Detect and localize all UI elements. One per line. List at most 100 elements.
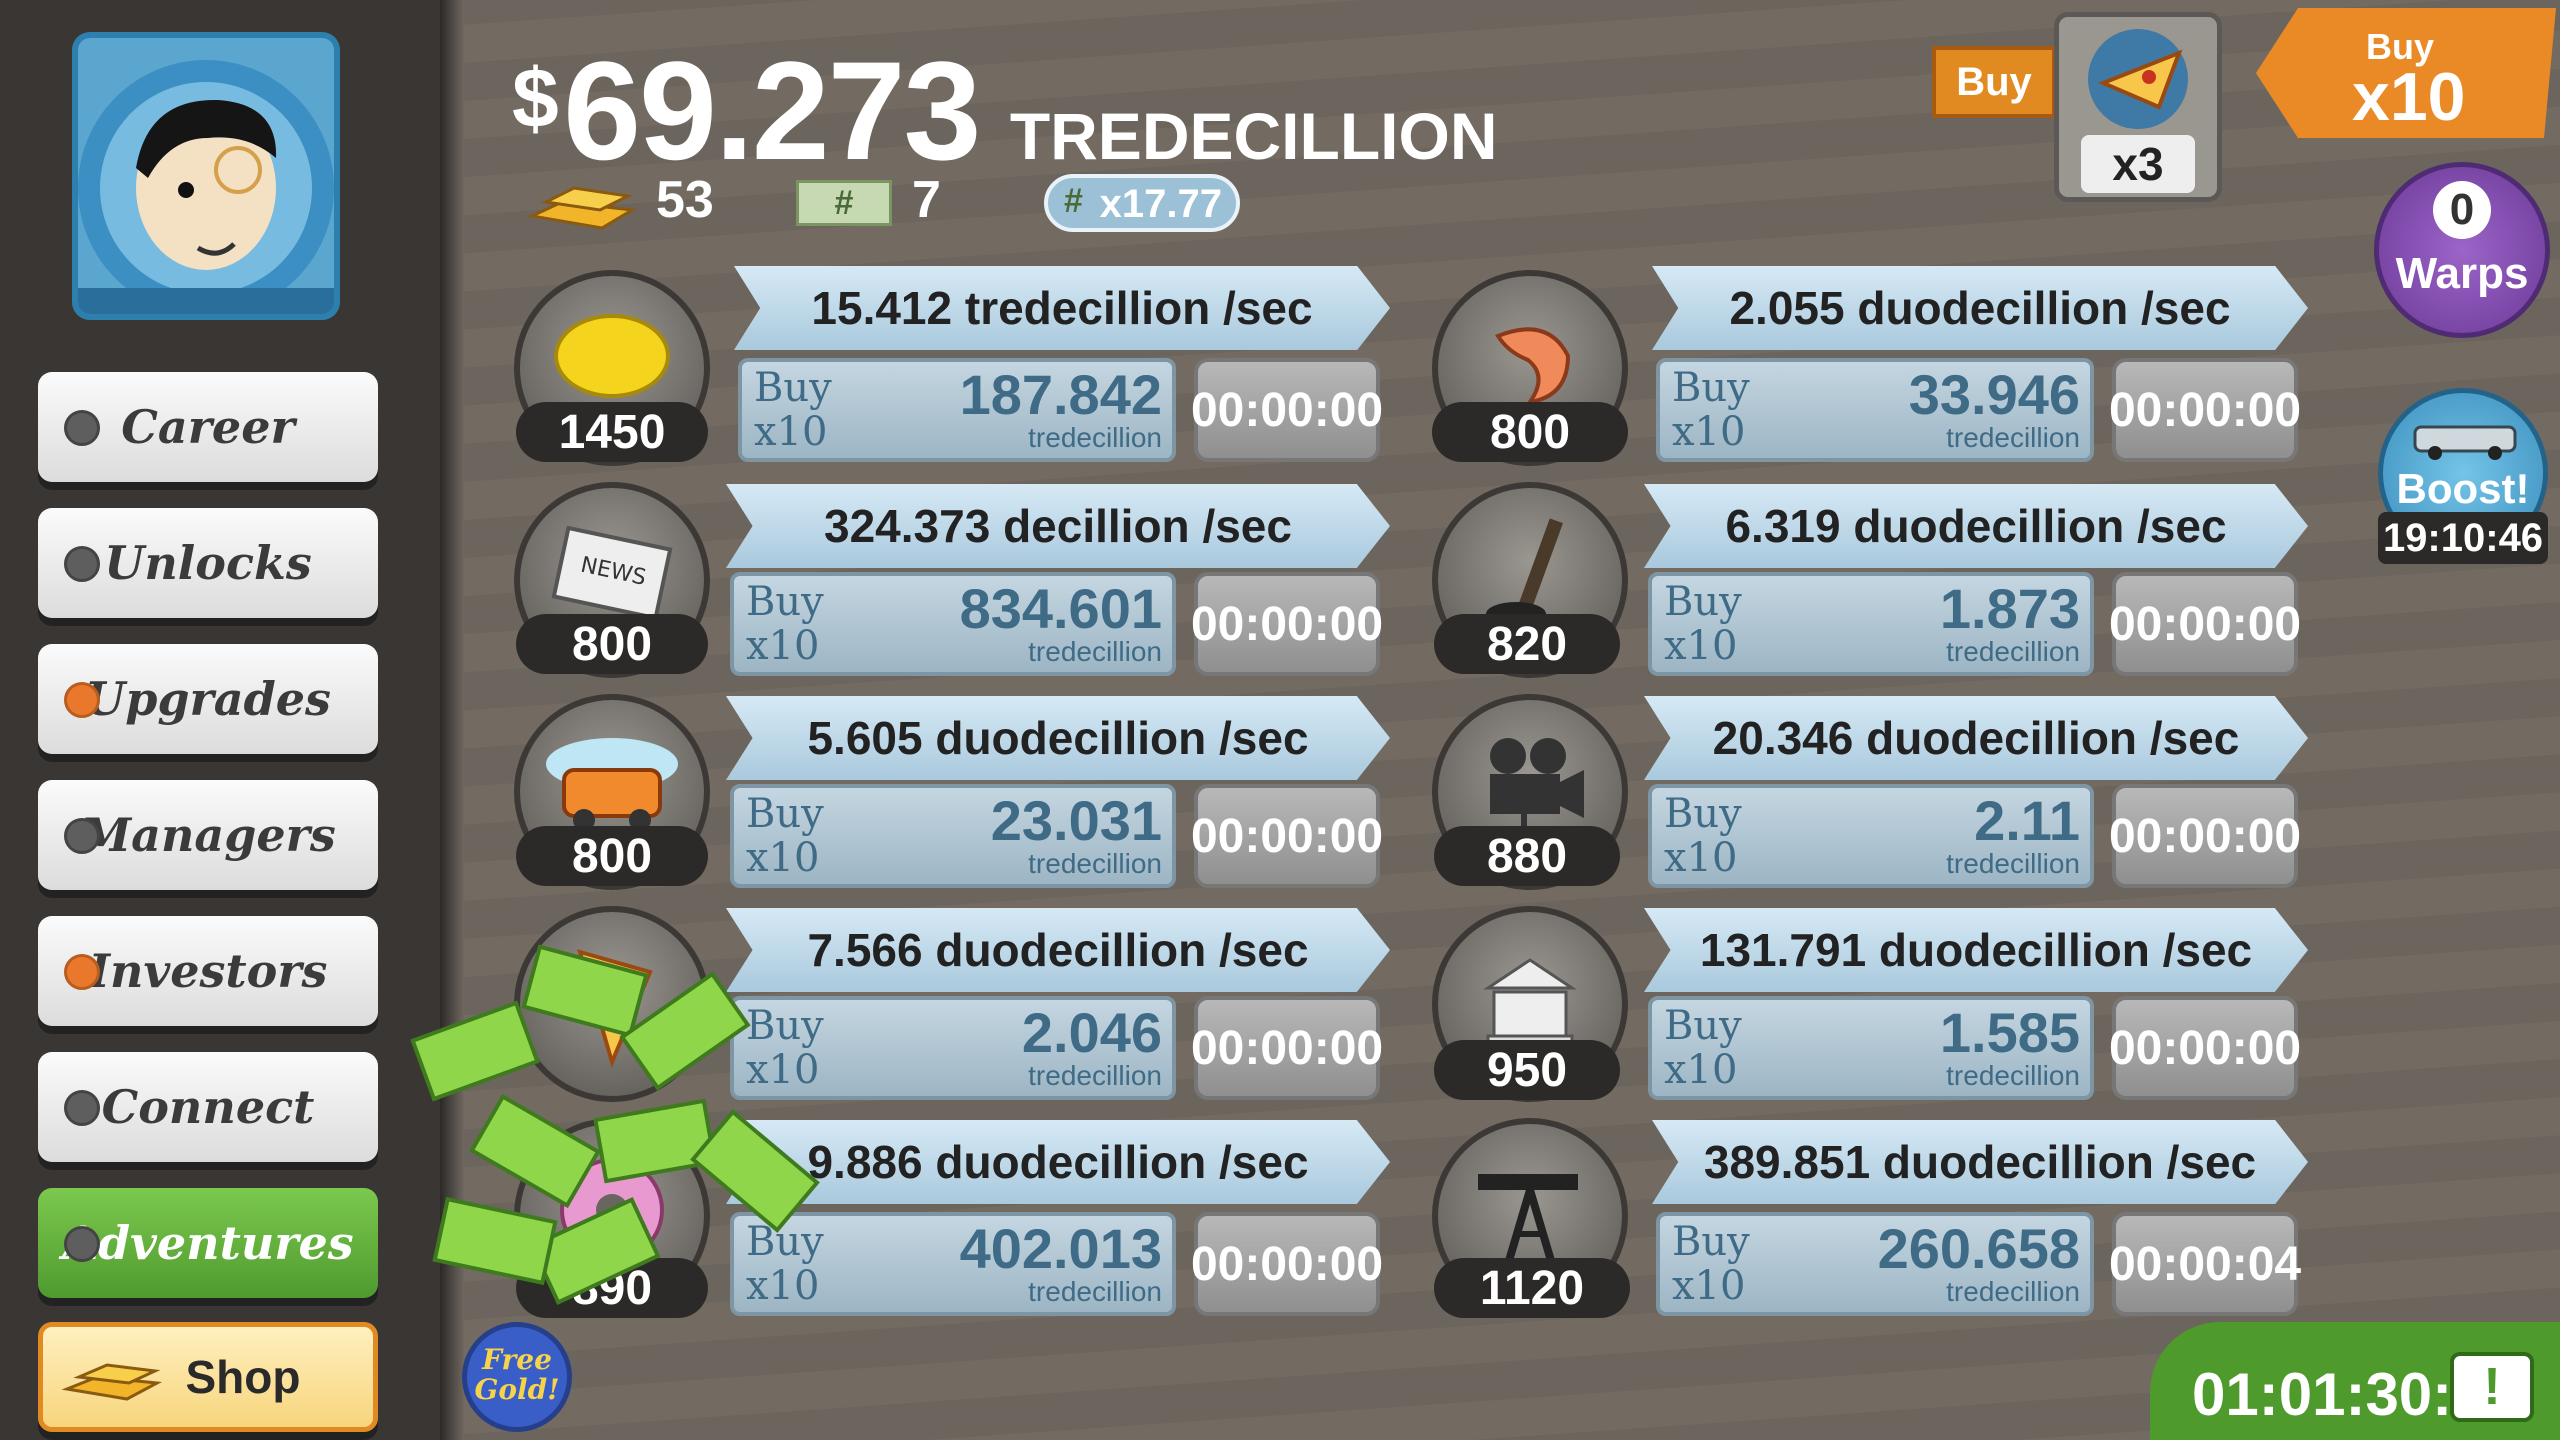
nav-upgrades-label: Upgrades [85, 672, 331, 726]
buy-x10-button[interactable]: Buy x10 260.658 tredecillion [1656, 1212, 2094, 1316]
warps-label: Warps [2395, 249, 2529, 298]
buy-button[interactable]: Buy [1932, 46, 2056, 118]
buy-x10-button[interactable]: Buy x10 187.842 tredecillion [738, 358, 1176, 462]
buy-cost-unit: tredecillion [1028, 848, 1162, 879]
shrimp-icon [1495, 327, 1571, 405]
buy-multiplier-tag[interactable]: Buy x10 [2256, 8, 2556, 138]
car-wash-icon [546, 738, 678, 831]
currency-symbol: $ [512, 51, 559, 145]
nav-career-button[interactable]: Career [38, 372, 378, 482]
money-display: $ 69.273 TREDECILLION [512, 30, 1497, 192]
lemon-icon [554, 314, 670, 398]
oil-rig-icon [1478, 1174, 1578, 1266]
astronaut-avatar-icon [78, 60, 334, 314]
time-machine-car-icon [2413, 425, 2517, 460]
business-rate: 15.412 tredecillion /sec [734, 266, 1390, 350]
connect-badge-dot [64, 1090, 100, 1126]
business-count: 880 [1434, 826, 1620, 886]
warps-button[interactable]: 0 Warps [2374, 162, 2550, 338]
buy-cost-unit: tredecillion [1946, 422, 2080, 453]
business-timer: 00:00:04 [2109, 1212, 2301, 1316]
buy-x10-button[interactable]: Buy x10 1.873 tredecillion [1648, 572, 2094, 676]
upgrades-badge-dot [64, 682, 100, 718]
pizza-icon [2088, 29, 2188, 129]
buy-x-bottom: x10 [2352, 59, 2466, 135]
money-unit: TREDECILLION [1009, 99, 1498, 173]
buy-x10-button[interactable]: Buy x10 33.946 tredecillion [1656, 358, 2094, 462]
business-rate: 9.886 duodecillion /sec [726, 1120, 1390, 1204]
buy-x10-button[interactable]: Buy x10 2.11 tredecillion [1648, 784, 2094, 888]
buy-cost: 1.873 [1939, 577, 2080, 640]
buy-cost: 2.11 [1974, 789, 2080, 852]
adventure-timer-panel[interactable]: 01:01:30:2 ! [2150, 1322, 2560, 1440]
megabucks-icon: # [796, 180, 892, 226]
buy-cost: 260.658 [1877, 1217, 2080, 1280]
nav-upgrades-button[interactable]: Upgrades [38, 644, 378, 754]
megabucks-mini-icon: # [1064, 182, 1083, 220]
buy-x10-button[interactable]: Buy x10 23.031 tredecillion [730, 784, 1176, 888]
buy-x-top: Buy [2366, 26, 2435, 67]
boost-timer: 19:10:46 [2378, 512, 2548, 564]
buy-label: Buy x10 [746, 1003, 824, 1093]
buy-cost: 1.585 [1939, 1001, 2080, 1064]
business-rate: 20.346 duodecillion /sec [1644, 696, 2308, 780]
nav-career-label: Career [121, 400, 295, 454]
buy-cost-unit: tredecillion [1028, 636, 1162, 667]
business-timer: 00:00:00 [1191, 784, 1383, 888]
investors-badge-dot [64, 954, 100, 990]
buy-label: Buy x10 [1672, 1219, 1750, 1309]
newspaper-icon: NEWS [551, 525, 673, 621]
business-timer: 00:00:00 [1191, 996, 1383, 1100]
cash-burst-icon [410, 944, 820, 1305]
buy-x10-button[interactable]: Buy x10 2.046 tredecillion [730, 996, 1176, 1100]
business-timer: 00:00:00 [1191, 358, 1383, 462]
multiplier-badge: # x17.77 [1044, 174, 1240, 232]
megabucks-count: 7 [912, 171, 941, 229]
nav-managers-button[interactable]: Managers [38, 780, 378, 890]
warps-count: 0 [2433, 181, 2491, 239]
business-rate: 6.319 duodecillion /sec [1644, 484, 2308, 568]
nav-investors-button[interactable]: Investors [38, 916, 378, 1026]
multiplier-value: x17.77 [1099, 182, 1222, 226]
business-timer: 00:00:00 [2109, 996, 2301, 1100]
nav-unlocks-label: Unlocks [104, 536, 312, 590]
business-count: 800 [1432, 402, 1628, 462]
business-timer: 00:00:00 [2109, 358, 2301, 462]
free-gold-line1: Free [482, 1343, 552, 1376]
business-timer: 00:00:00 [2109, 572, 2301, 676]
buy-x10-button[interactable]: Buy x10 1.585 tredecillion [1648, 996, 2094, 1100]
nav-shop-button[interactable]: Shop [38, 1322, 378, 1432]
avatar[interactable] [72, 32, 340, 320]
free-gold-line2: Gold! [474, 1373, 560, 1406]
business-count: 800 [516, 826, 708, 886]
business-timer: 00:00:00 [2109, 784, 2301, 888]
business-count: 1120 [1434, 1258, 1630, 1318]
nav-connect-button[interactable]: Connect [38, 1052, 378, 1162]
business-count: 950 [1434, 1040, 1620, 1100]
business-count: 800 [516, 614, 708, 674]
unlocks-badge-dot [64, 546, 100, 582]
boost-label: Boost! [2396, 465, 2530, 512]
business-rate: 324.373 decillion /sec [726, 484, 1390, 568]
money-amount: 69.273 [563, 32, 981, 189]
buy-x10-button[interactable]: Buy x10 834.601 tredecillion [730, 572, 1176, 676]
nav-adventures-button[interactable]: Adventures [38, 1188, 378, 1298]
buy-cost-unit: tredecillion [1028, 422, 1162, 453]
buy-cost: 23.031 [990, 789, 1162, 852]
nav-unlocks-button[interactable]: Unlocks [38, 508, 378, 618]
buy-label: Buy x10 [1664, 579, 1742, 669]
gold-bars-icon [61, 1363, 163, 1401]
buy-cost-unit: tredecillion [1946, 636, 2080, 667]
adventure-timer: 01:01:30:2 [2192, 1361, 2486, 1428]
buy-label: Buy x10 [754, 365, 832, 455]
buy-x10-button[interactable]: Buy x10 402.013 tredecillion [730, 1212, 1176, 1316]
gold-bars-icon [528, 186, 637, 230]
pizza-multiplier: x3 [2081, 135, 2195, 193]
pizza-multiplier-card[interactable]: x3 [2054, 12, 2222, 202]
gold-count: 53 [656, 171, 714, 229]
buy-cost: 402.013 [959, 1217, 1162, 1280]
business-timer: 00:00:00 [1191, 572, 1383, 676]
buy-cost-unit: tredecillion [1028, 1276, 1162, 1307]
career-badge-dot [64, 410, 100, 446]
free-gold-button[interactable]: Free Gold! [462, 1322, 572, 1432]
